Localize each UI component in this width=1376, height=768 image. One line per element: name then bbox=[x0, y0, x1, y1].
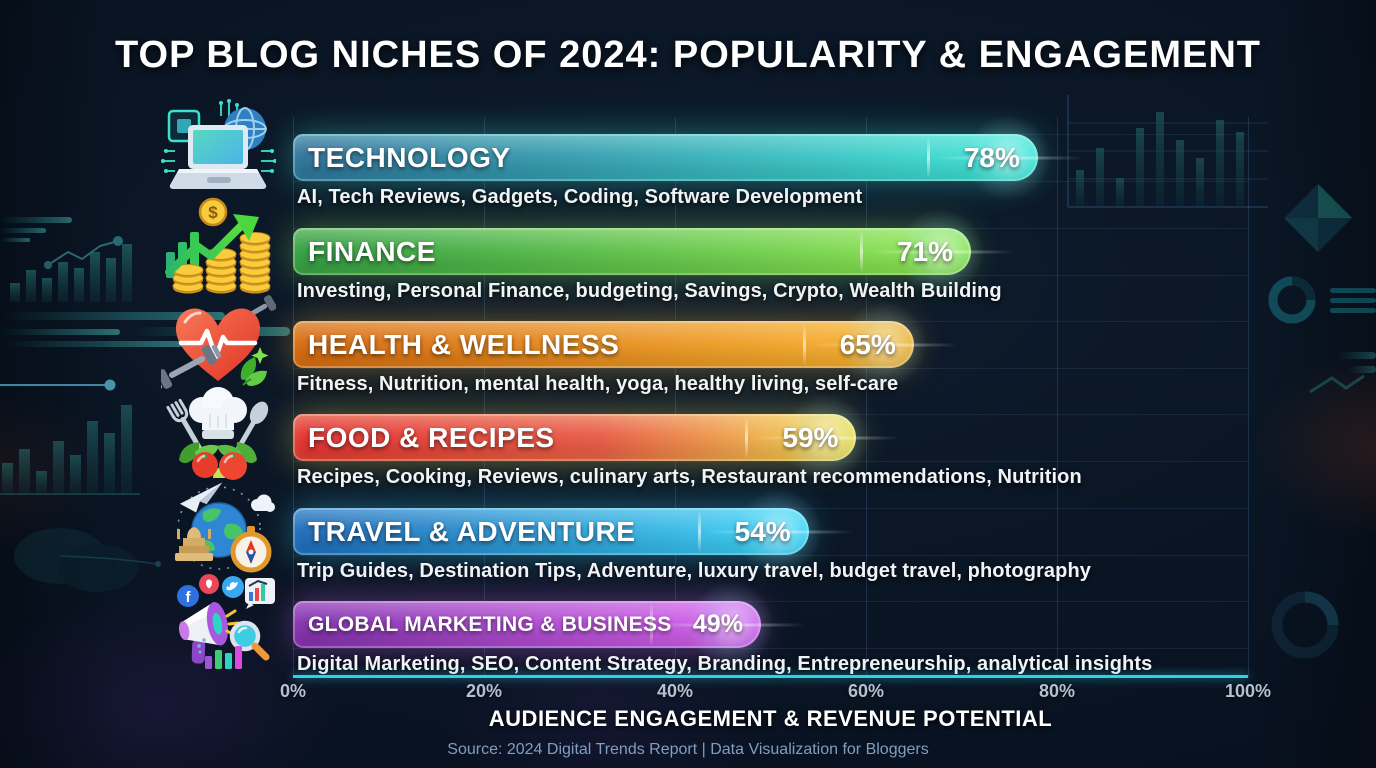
tick-80: 80% bbox=[1038, 681, 1076, 701]
health-wellness-bar: HEALTH & WELLNESS 65% bbox=[293, 284, 944, 405]
row-description: Fitness, Nutrition, mental health, yoga,… bbox=[297, 373, 899, 395]
row-description: AI, Tech Reviews, Gadgets, Coding, Softw… bbox=[297, 186, 863, 208]
bar-glare bbox=[860, 231, 864, 272]
plot-area: TECHNOLOGY 78% AI, Tech Reviews, Gadgets… bbox=[293, 97, 1249, 685]
bar-label: TRAVEL & ADVENTURE bbox=[308, 515, 636, 547]
bar-glare bbox=[745, 417, 749, 458]
global-marketing-business-bar: GLOBAL MARKETING & BUSINESS 49% bbox=[293, 564, 791, 685]
bar-label: HEALTH & WELLNESS bbox=[308, 328, 620, 360]
x-axis-title: AUDIENCE ENGAGEMENT & REVENUE POTENTIAL bbox=[488, 706, 1053, 731]
bar-glare bbox=[697, 511, 701, 552]
bar-value: 71% bbox=[897, 235, 954, 267]
row-description: Digital Marketing, SEO, Content Strategy… bbox=[297, 653, 1153, 675]
finance-icon: $ bbox=[159, 196, 277, 296]
row-global-marketing-business: GLOBAL MARKETING & BUSINESS 49% Digital … bbox=[293, 564, 1248, 685]
tick-100: 100% bbox=[1224, 681, 1272, 701]
bar-value: 78% bbox=[963, 141, 1020, 173]
x-axis-ticks: 0% 20% 40% 60% 80% 100% bbox=[280, 681, 1271, 705]
bar-label: TECHNOLOGY bbox=[308, 141, 511, 173]
row-technology: TECHNOLOGY 78% AI, Tech Reviews, Gadgets… bbox=[293, 97, 1248, 218]
technology-icon bbox=[159, 99, 277, 199]
health-icon bbox=[159, 291, 277, 391]
bar-label: GLOBAL MARKETING & BUSINESS bbox=[308, 612, 672, 636]
bar-glare bbox=[802, 324, 806, 365]
tick-60: 60% bbox=[847, 681, 885, 701]
travel-icon bbox=[159, 478, 277, 578]
bar-label: FINANCE bbox=[308, 235, 436, 267]
technology-bar: TECHNOLOGY 78% bbox=[293, 97, 1068, 218]
row-travel-adventure: TRAVEL & ADVENTURE 54% Trip Guides, Dest… bbox=[293, 471, 1248, 592]
food-recipes-bar: FOOD & RECIPES 59% bbox=[293, 377, 887, 498]
tick-20: 20% bbox=[465, 681, 503, 701]
bar-value: 65% bbox=[839, 328, 896, 360]
row-finance: FINANCE 71% Investing, Personal Finance,… bbox=[293, 191, 1248, 312]
source-note: Source: 2024 Digital Trends Report | Dat… bbox=[447, 741, 929, 758]
bar-glare bbox=[926, 137, 930, 178]
page-title: TOP BLOG NICHES OF 2024: POPULARITY & EN… bbox=[115, 34, 1261, 76]
bar-value: 59% bbox=[782, 421, 839, 453]
tick-0: 0% bbox=[279, 681, 307, 701]
food-icon bbox=[159, 384, 277, 484]
x-axis-line bbox=[293, 675, 1248, 678]
bar-value: 54% bbox=[734, 515, 791, 547]
svg-text:$: $ bbox=[208, 203, 218, 222]
marketing-icon: f bbox=[159, 572, 277, 672]
tick-40: 40% bbox=[656, 681, 694, 701]
row-description: Investing, Personal Finance, budgeting, … bbox=[297, 280, 1002, 302]
row-health-wellness: HEALTH & WELLNESS 65% Fitness, Nutrition… bbox=[293, 284, 1248, 405]
row-description: Recipes, Cooking, Reviews, culinary arts… bbox=[297, 466, 1082, 488]
travel-adventure-bar: TRAVEL & ADVENTURE 54% bbox=[293, 471, 839, 592]
row-description: Trip Guides, Destination Tips, Adventure… bbox=[297, 560, 1091, 582]
bar-value: 49% bbox=[692, 610, 743, 638]
row-food-recipes: FOOD & RECIPES 59% Recipes, Cooking, Rev… bbox=[293, 377, 1248, 498]
bar-label: FOOD & RECIPES bbox=[308, 421, 555, 453]
finance-bar: FINANCE 71% bbox=[293, 191, 1002, 312]
